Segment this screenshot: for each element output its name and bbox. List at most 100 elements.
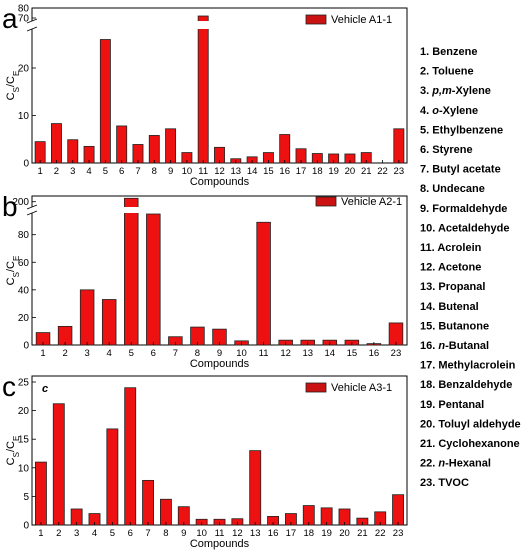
bar [146, 213, 161, 346]
y-axis-label-part: /C [5, 261, 17, 272]
compound-number: 13. [420, 281, 438, 293]
y-axis-label: CS/CE [5, 71, 21, 101]
compound-item: 17. Methylacrolein [420, 360, 516, 372]
compound-name: Styrene [432, 144, 472, 156]
compound-item: 16. n-Butanal [420, 340, 489, 352]
bar-break-gap [123, 207, 140, 213]
axis-break-mark [26, 204, 38, 210]
compound-item: 13. Propanal [420, 281, 485, 293]
bar [148, 135, 160, 164]
x-tick-label: 7 [173, 348, 178, 359]
compound-name: Toluyl aldehyde [438, 418, 520, 430]
compound-name: Benzaldehyde [438, 379, 512, 391]
x-tick-label: 10 [236, 348, 247, 359]
bar-series [35, 197, 404, 346]
panel-letter: a [2, 3, 18, 34]
y-axis-label-part: E [12, 71, 21, 76]
compound-number: 5. [420, 124, 432, 136]
x-tick-label: 12 [280, 348, 291, 359]
x-tick-label: 16 [268, 528, 279, 539]
compound-item: 14. Butenal [420, 301, 479, 313]
bar-break-gap [197, 21, 210, 29]
compound-name: Formaldehyde [432, 203, 507, 215]
x-tick-label: 23 [394, 166, 405, 177]
y-axis-label-part: S [12, 87, 21, 92]
compound-item: 6. Styrene [420, 144, 473, 156]
compound-number: 1. [420, 46, 432, 58]
compound-number: 20. [420, 418, 438, 430]
y-axis-label-part: /C [5, 76, 17, 87]
compound-name: Acetaldehyde [438, 222, 510, 234]
y-tick-label: 5 [23, 492, 29, 503]
x-axis-label: Compounds [190, 538, 250, 550]
compound-item: 2. Toluene [420, 66, 474, 78]
compound-item: 15. Butanone [420, 320, 489, 332]
y-axis-label-part: C [5, 92, 17, 100]
x-tick-label: 1 [38, 166, 43, 177]
x-tick-label: 3 [74, 528, 79, 539]
compound-item: 10. Acetaldehyde [420, 222, 509, 234]
bar [197, 15, 209, 164]
compound-number: 17. [420, 360, 438, 372]
compound-number: 3. [420, 85, 432, 97]
axis-break-gap [30, 21, 34, 29]
compound-name: -Xylene [439, 105, 478, 117]
y-tick-label: 200 [12, 197, 29, 208]
legend-label: Vehicle A2-1 [341, 196, 402, 208]
y-axis-label-part: E [12, 256, 21, 261]
compound-name: Butenal [438, 301, 478, 313]
bar [34, 461, 47, 526]
x-tick-label: 11 [198, 166, 208, 177]
x-tick-label: 17 [286, 528, 297, 539]
legend-label: Vehicle A3-1 [331, 382, 392, 394]
x-tick-label: 4 [107, 348, 112, 359]
bar [124, 387, 137, 526]
chart-panel-c: c1 2 3 4 5 6 7 8 9 10 11 12 13 16 17 18 19 20 21 22 23051015… [2, 371, 408, 550]
compound-item: 18. Benzaldehyde [420, 379, 512, 391]
compound-name: Methylacrolein [438, 360, 515, 372]
x-tick-label: 4 [86, 166, 91, 177]
y-tick-label: 20 [18, 64, 30, 75]
compound-name: Acrolein [437, 242, 481, 254]
x-axis-label: Compounds [190, 176, 250, 188]
x-tick-label: 2 [62, 348, 67, 359]
bar [393, 128, 405, 164]
compound-item: 5. Ethylbenzene [420, 124, 503, 136]
bar [165, 128, 177, 164]
compound-name: TVOC [438, 477, 469, 489]
x-tick-label: 8 [195, 348, 200, 359]
compound-number: 9. [420, 203, 432, 215]
y-axis-label: CS/CE [5, 256, 21, 286]
compound-name: Cyclohexanone [438, 438, 519, 450]
bar [388, 322, 404, 346]
y-tick-label: 70 [18, 14, 30, 25]
bar [51, 123, 62, 164]
x-tick-label: 6 [119, 166, 124, 177]
compound-italic-prefix: p,m [431, 85, 452, 97]
x-tick-label: 5 [129, 348, 134, 359]
legend-swatch [305, 382, 327, 393]
x-tick-label: 17 [296, 166, 307, 177]
x-tick-label: 14 [247, 166, 258, 177]
compound-name: Butyl acetate [432, 164, 500, 176]
x-axis-label: Compounds [190, 358, 250, 370]
x-tick-label: 16 [279, 166, 290, 177]
compound-item: 22. n-Hexanal [420, 458, 491, 470]
x-tick-label: 20 [345, 166, 356, 177]
compound-name: Benzene [432, 46, 477, 58]
axis-break-gap [30, 207, 34, 213]
compound-name: Butanone [438, 320, 489, 332]
chart-panel-a: a1 2 3 4 5 6 7 8 9 10 11 12 13 14 15 16 17 18 19 20 21 22 2301… [2, 3, 408, 188]
compound-number: 19. [420, 399, 438, 411]
compound-number: 7. [420, 164, 432, 176]
bar [101, 299, 117, 346]
compound-name: Undecane [432, 183, 485, 195]
x-tick-label: 23 [393, 528, 404, 539]
bar [79, 289, 95, 346]
compound-number: 11. [420, 242, 437, 254]
x-tick-label: 10 [196, 528, 207, 539]
plot-frame [31, 375, 408, 526]
x-tick-label: 12 [232, 528, 243, 539]
y-tick-label: 40 [18, 285, 30, 296]
